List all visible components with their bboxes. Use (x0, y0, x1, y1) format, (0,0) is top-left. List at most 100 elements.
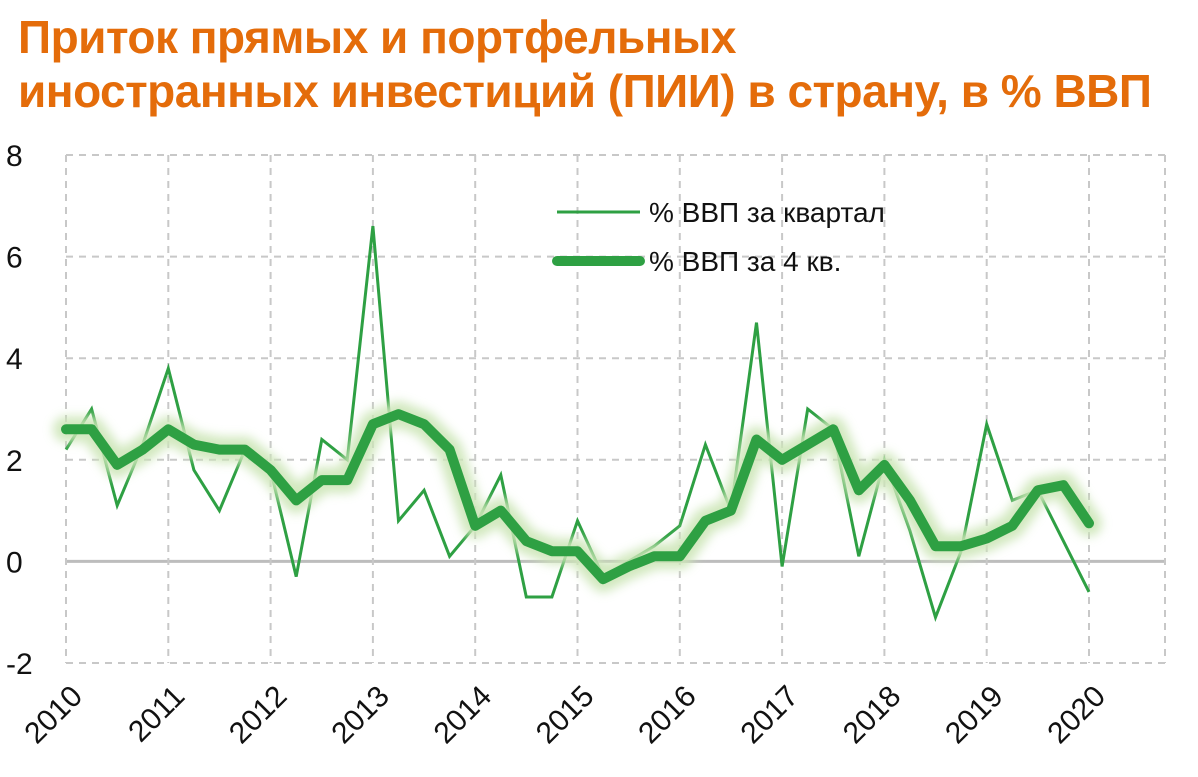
x-tick-label: 2010 (18, 680, 89, 751)
x-axis: 2010 2011 2012 2013 2014 2015 2016 2017 2018 2019… (18, 680, 1112, 751)
data-point-annual (243, 448, 247, 452)
data-point-quarterly (499, 473, 503, 477)
data-point-annual (934, 544, 938, 548)
data-point-quarterly (934, 615, 938, 619)
data-point-annual (857, 488, 861, 492)
data-point-quarterly (780, 564, 784, 568)
y-tick-label: 6 (6, 242, 23, 275)
data-point-annual (90, 427, 94, 431)
data-point-quarterly (294, 575, 298, 579)
data-point-annual (345, 478, 349, 482)
y-tick-label: 0 (6, 546, 23, 579)
data-point-annual (1010, 524, 1014, 528)
x-tick-label: 2011 (122, 680, 191, 749)
legend-label-annual: % ВВП за 4 кв. (649, 246, 841, 277)
data-point-annual (908, 498, 912, 502)
data-point-annual (806, 443, 810, 447)
data-point-quarterly (64, 448, 68, 452)
chart-title-line-1: Приток прямых и портфельных (18, 11, 736, 63)
x-tick-label: 2014 (428, 680, 499, 751)
series-line-annual (61, 409, 1094, 585)
data-point-quarterly (422, 488, 426, 492)
data-point-annual (959, 544, 963, 548)
data-point-annual (396, 412, 400, 416)
data-point-quarterly (550, 595, 554, 599)
data-point-quarterly (576, 519, 580, 523)
data-point-quarterly (448, 554, 452, 558)
data-point-quarterly (166, 366, 170, 370)
data-point-quarterly (959, 549, 963, 553)
x-tick-label: 2016 (632, 680, 703, 751)
data-point-annual (294, 498, 298, 502)
data-point-annual (601, 577, 605, 581)
data-point-annual (550, 549, 554, 553)
data-point-quarterly (627, 559, 631, 563)
data-point-quarterly (115, 504, 119, 508)
x-tick-label: 2018 (837, 680, 908, 751)
data-point-annual (320, 478, 324, 482)
data-point-annual (1061, 483, 1065, 487)
data-point-annual (448, 448, 452, 452)
data-point-quarterly (320, 437, 324, 441)
data-point-quarterly (703, 443, 707, 447)
data-point-quarterly (1087, 590, 1091, 594)
x-tick-label: 2019 (939, 680, 1010, 751)
data-point-annual (703, 519, 707, 523)
data-point-annual (64, 427, 68, 431)
data-point-annual (576, 549, 580, 553)
data-point-quarterly (755, 321, 759, 325)
data-point-annual (192, 443, 196, 447)
data-point-annual (780, 458, 784, 462)
data-point-quarterly (678, 524, 682, 528)
data-point-quarterly (345, 458, 349, 462)
series-line-quarterly (64, 225, 1091, 622)
data-point-annual (985, 537, 989, 541)
data-point-quarterly (217, 509, 221, 513)
x-tick-label: 2015 (530, 680, 601, 751)
legend-label-quarterly: % ВВП за квартал (649, 197, 885, 228)
data-point-quarterly (371, 224, 375, 228)
y-tick-label: 2 (6, 445, 23, 478)
data-point-quarterly (192, 468, 196, 472)
series (53, 224, 1102, 622)
data-point-annual (269, 468, 273, 472)
data-point-quarterly (141, 443, 145, 447)
data-point-quarterly (882, 458, 886, 462)
legend: % ВВП за квартал % ВВП за 4 кв. (552, 197, 885, 277)
data-point-annual (1036, 488, 1040, 492)
data-point-quarterly (806, 407, 810, 411)
data-point-annual (1087, 521, 1091, 525)
data-point-annual (524, 539, 528, 543)
y-tick-label: -2 (6, 648, 33, 681)
data-point-annual (499, 509, 503, 513)
chart-title-line-2: иностранных инвестиций (ПИИ) в страну, в… (18, 65, 1152, 117)
data-point-quarterly (396, 519, 400, 523)
data-point-annual (627, 564, 631, 568)
y-tick-label: 8 (6, 140, 23, 173)
data-point-annual (217, 448, 221, 452)
data-point-annual (141, 448, 145, 452)
data-point-annual (115, 463, 119, 467)
data-point-annual (882, 463, 886, 467)
x-tick-label: 2013 (325, 680, 396, 751)
data-point-annual (755, 437, 759, 441)
grid (65, 154, 1166, 664)
data-point-annual (678, 554, 682, 558)
data-point-quarterly (985, 422, 989, 426)
y-axis: 8 6 4 2 0 -2 (6, 140, 33, 681)
data-point-annual (166, 427, 170, 431)
data-point-quarterly (857, 554, 861, 558)
data-point-quarterly (90, 407, 94, 411)
data-point-annual (371, 422, 375, 426)
data-point-quarterly (908, 529, 912, 533)
data-point-annual (831, 427, 835, 431)
data-point-quarterly (524, 595, 528, 599)
x-tick-label: 2012 (223, 680, 294, 751)
data-point-quarterly (1061, 539, 1065, 543)
chart-title: Приток прямых и портфельных иностранных … (18, 10, 1188, 118)
data-point-quarterly (652, 544, 656, 548)
data-point-quarterly (1010, 498, 1014, 502)
data-point-annual (422, 422, 426, 426)
x-tick-label: 2017 (735, 680, 806, 751)
